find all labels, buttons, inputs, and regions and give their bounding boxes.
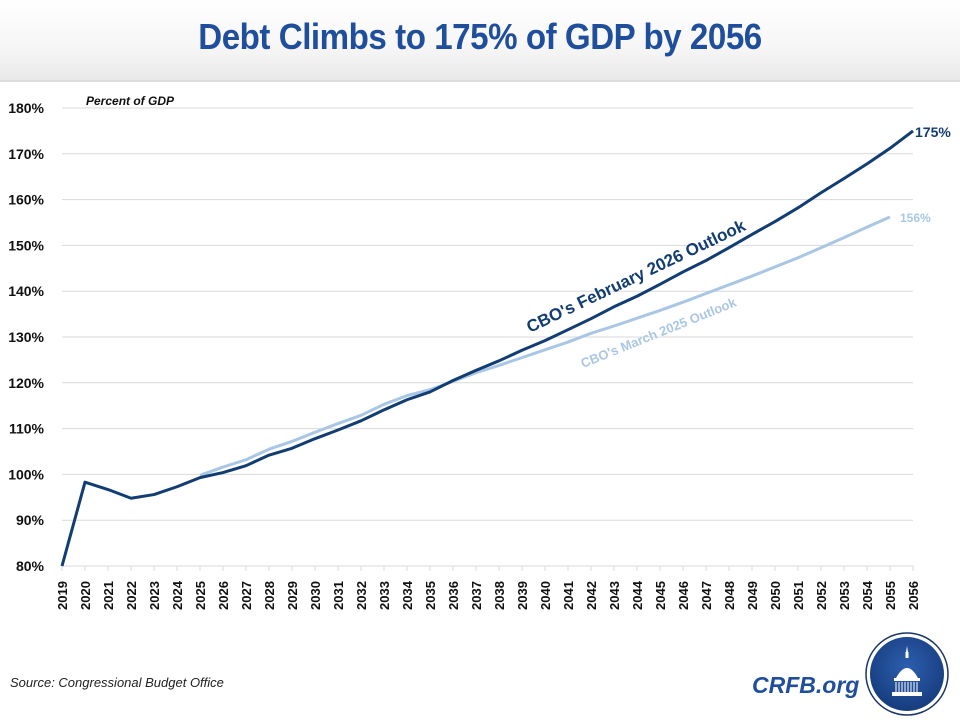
- x-tick-label: 2022: [124, 581, 139, 610]
- x-tick-label: 2028: [262, 581, 277, 610]
- x-tick-label: 2032: [354, 581, 369, 610]
- y-tick-label: 90%: [16, 512, 45, 528]
- x-tick-label: 2020: [78, 581, 93, 610]
- y-tick-label: 100%: [8, 466, 44, 482]
- y-tick-label: 80%: [16, 558, 45, 574]
- x-tick-label: 2038: [492, 581, 507, 610]
- y-tick-label: 110%: [9, 421, 45, 437]
- x-tick-label: 2052: [814, 581, 829, 610]
- y-tick-label: 170%: [8, 146, 44, 162]
- x-tick-label: 2055: [883, 581, 898, 610]
- x-tick-label: 2027: [239, 581, 254, 610]
- series-lines: [60, 129, 914, 567]
- x-tick-label: 2056: [906, 581, 921, 610]
- x-tick-label: 2031: [331, 581, 346, 610]
- x-tick-label: 2036: [446, 581, 461, 610]
- x-tick-label: 2045: [653, 581, 668, 610]
- x-tick-label: 2048: [722, 581, 737, 610]
- x-tick-label: 2051: [791, 581, 806, 610]
- x-tick-label: 2044: [630, 580, 645, 610]
- x-tick-label: 2041: [561, 581, 576, 610]
- x-tick-label: 2034: [400, 580, 415, 610]
- y-tick-label: 150%: [8, 237, 44, 253]
- x-tick-label: 2029: [285, 581, 300, 610]
- x-tick-label: 2030: [308, 581, 323, 610]
- source-note: Source: Congressional Budget Office: [10, 675, 224, 690]
- page-title: Debt Climbs to 175% of GDP by 2056: [198, 16, 762, 57]
- x-tick-label: 2043: [607, 581, 622, 610]
- y-tick-label: 160%: [8, 192, 44, 208]
- x-tick-label: 2024: [170, 580, 185, 610]
- x-tick-label: 2037: [469, 581, 484, 610]
- x-tick-label: 2039: [515, 581, 530, 610]
- x-tick-label: 2019: [55, 581, 70, 610]
- x-tick-label: 2049: [745, 581, 760, 610]
- x-tick-label: 2054: [860, 580, 875, 610]
- x-tick-label: 2046: [676, 581, 691, 610]
- x-axis: 2019 2020 2021 2022 2023 2024 2025 2026 2027 2028…: [55, 565, 921, 610]
- x-tick-label: 2050: [768, 581, 783, 610]
- x-tick-label: 2033: [377, 581, 392, 610]
- y-tick-label: 130%: [8, 329, 44, 345]
- y-axis-label: Percent of GDP: [86, 94, 175, 108]
- y-tick-label: 140%: [8, 283, 44, 299]
- x-tick-label: 2042: [584, 581, 599, 610]
- y-tick-label: 180%: [8, 100, 44, 116]
- x-tick-label: 2035: [423, 581, 438, 610]
- x-tick-label: 2053: [837, 581, 852, 610]
- y-tick-label: 120%: [8, 375, 44, 391]
- end-value-label: 156%: [900, 211, 931, 225]
- brand-link[interactable]: CRFB.org: [752, 672, 860, 698]
- x-tick-label: 2021: [101, 581, 116, 610]
- x-tick-label: 2025: [193, 581, 208, 610]
- gridlines: [62, 107, 913, 521]
- x-tick-label: 2023: [147, 581, 162, 610]
- y-axis: 80% 90% 100% 110% 120% 130% 140% 150% 160% 170% 18…: [8, 100, 44, 574]
- end-value-label: 175%: [915, 124, 951, 140]
- series-line: [199, 215, 891, 477]
- x-tick-label: 2040: [538, 581, 553, 610]
- header-banner: Debt Climbs to 175% of GDP by 2056: [0, 0, 960, 82]
- x-tick-label: 2026: [216, 581, 231, 610]
- x-tick-label: 2047: [699, 581, 714, 610]
- capitol-dome-icon: [865, 632, 949, 716]
- series-annotation-mar-2025: CBO's March 2025 Outlook: [579, 294, 740, 371]
- series-line: [60, 129, 914, 567]
